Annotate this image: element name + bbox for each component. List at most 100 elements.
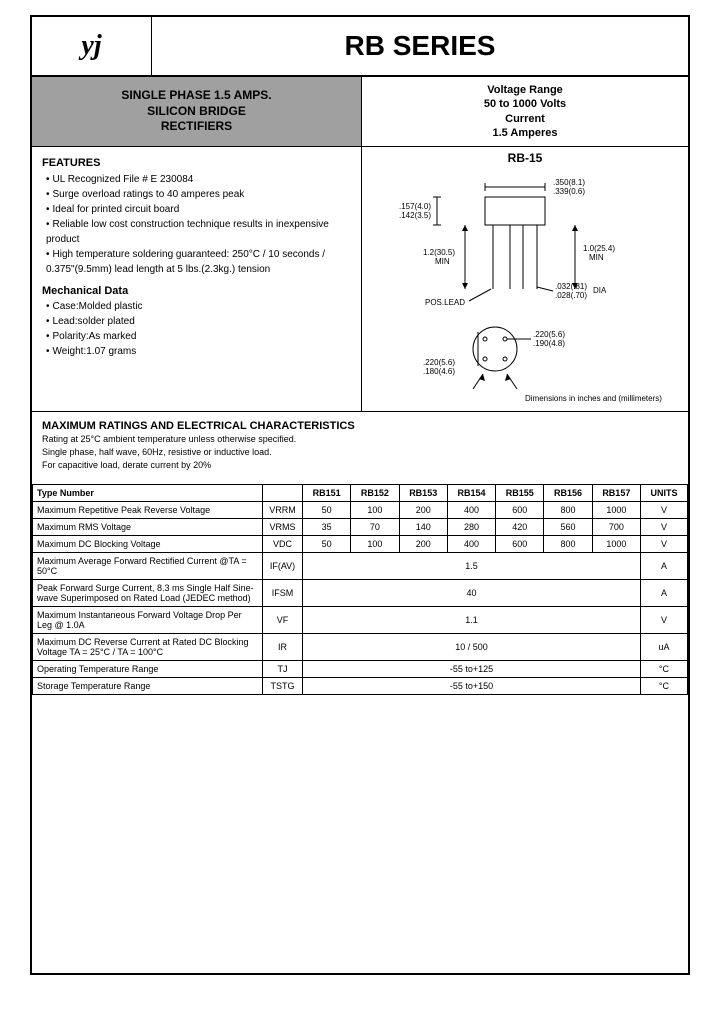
- mech-item: Lead:solder plated: [46, 314, 351, 329]
- series-title: RB SERIES: [345, 30, 496, 62]
- mech-list: Case:Molded plastic Lead:solder plated P…: [42, 299, 351, 359]
- symbol-cell: VRMS: [263, 519, 303, 536]
- col-rb151: RB151: [303, 485, 351, 502]
- unit-cell: °C: [640, 661, 687, 678]
- dim1b: .339(0.6): [553, 187, 585, 196]
- symbol-cell: VF: [263, 607, 303, 634]
- symbol-cell: TJ: [263, 661, 303, 678]
- dim4b: MIN: [589, 253, 604, 262]
- unit-cell: V: [640, 519, 687, 536]
- symbol-cell: VDC: [263, 536, 303, 553]
- col-units: UNITS: [640, 485, 687, 502]
- subtitle-line1: SINGLE PHASE 1.5 AMPS.: [121, 88, 271, 104]
- param-cell: Operating Temperature Range: [33, 661, 263, 678]
- dim3: 1.2(30.5): [423, 248, 455, 257]
- value-cell: 50: [303, 502, 351, 519]
- dim7: .220(5.6): [423, 358, 455, 367]
- dim1: .350(8.1): [553, 178, 585, 187]
- feature-item: High temperature soldering guaranteed: 2…: [46, 247, 351, 277]
- mech-item: Weight:1.07 grams: [46, 344, 351, 359]
- value-cell: 70: [351, 519, 399, 536]
- unit-cell: V: [640, 607, 687, 634]
- voltage-range-cell: Voltage Range 50 to 1000 Volts Current 1…: [362, 77, 688, 146]
- diagram-title: RB-15: [362, 147, 688, 169]
- mech-item: Polarity:As marked: [46, 329, 351, 344]
- subtitle-cell: SINGLE PHASE 1.5 AMPS. SILICON BRIDGE RE…: [32, 77, 362, 146]
- ratings-header: MAXIMUM RATINGS AND ELECTRICAL CHARACTER…: [32, 412, 688, 478]
- col-rb154: RB154: [447, 485, 495, 502]
- value-cell: 600: [496, 502, 544, 519]
- unit-cell: V: [640, 536, 687, 553]
- ratings-note1: Rating at 25°C ambient temperature unles…: [42, 434, 678, 445]
- vrange-l1: Voltage Range: [487, 83, 563, 97]
- feature-item: Reliable low cost construction technique…: [46, 217, 351, 247]
- table-row: Maximum Repetitive Peak Reverse VoltageV…: [33, 502, 688, 519]
- table-row: Peak Forward Surge Current, 8.3 ms Singl…: [33, 580, 688, 607]
- value-cell: 1000: [592, 536, 640, 553]
- value-cell: 700: [592, 519, 640, 536]
- value-cell: 280: [447, 519, 495, 536]
- dim5: .032(.81): [555, 282, 587, 291]
- datasheet-page: yj RB SERIES SINGLE PHASE 1.5 AMPS. SILI…: [0, 0, 720, 1012]
- param-cell: Maximum Repetitive Peak Reverse Voltage: [33, 502, 263, 519]
- param-cell: Storage Temperature Range: [33, 678, 263, 695]
- dim6b: .190(4.8): [533, 339, 565, 348]
- value-cell-span: 10 / 500: [303, 634, 641, 661]
- dim6: .220(5.6): [533, 330, 565, 339]
- dim5b: .028(.70): [555, 291, 587, 300]
- table-body: Maximum Repetitive Peak Reverse VoltageV…: [33, 502, 688, 695]
- symbol-cell: VRRM: [263, 502, 303, 519]
- spec-table: Type Number RB151 RB152 RB153 RB154 RB15…: [32, 484, 688, 695]
- param-cell: Maximum Instantaneous Forward Voltage Dr…: [33, 607, 263, 634]
- mech-item: Case:Molded plastic: [46, 299, 351, 314]
- value-cell: 100: [351, 536, 399, 553]
- logo-cell: yj: [32, 17, 152, 75]
- col-rb155: RB155: [496, 485, 544, 502]
- param-cell: Peak Forward Surge Current, 8.3 ms Singl…: [33, 580, 263, 607]
- features-list: UL Recognized File # E 230084 Surge over…: [42, 172, 351, 277]
- subtitle-line2: SILICON BRIDGE: [147, 104, 246, 120]
- value-cell-span: 1.1: [303, 607, 641, 634]
- unit-cell: A: [640, 553, 687, 580]
- value-cell: 200: [399, 536, 447, 553]
- table-row: Maximum Average Forward Rectified Curren…: [33, 553, 688, 580]
- col-rb152: RB152: [351, 485, 399, 502]
- unit-cell: °C: [640, 678, 687, 695]
- dim5c: DIA: [593, 286, 607, 295]
- param-cell: Maximum RMS Voltage: [33, 519, 263, 536]
- value-cell: 800: [544, 502, 592, 519]
- subtitle-line3: RECTIFIERS: [161, 119, 232, 135]
- feature-item: Surge overload ratings to 40 amperes pea…: [46, 187, 351, 202]
- subtitle-row: SINGLE PHASE 1.5 AMPS. SILICON BRIDGE RE…: [32, 77, 688, 147]
- diagram-cell: RB-15 .350(8.1) .339(0.6): [362, 147, 688, 411]
- dim3b: MIN: [435, 257, 450, 266]
- unit-cell: uA: [640, 634, 687, 661]
- dim4: 1.0(25.4): [583, 244, 615, 253]
- feature-item: UL Recognized File # E 230084: [46, 172, 351, 187]
- features-cell: FEATURES UL Recognized File # E 230084 S…: [32, 147, 362, 411]
- page-border: yj RB SERIES SINGLE PHASE 1.5 AMPS. SILI…: [30, 15, 690, 975]
- mech-title: Mechanical Data: [42, 283, 351, 300]
- value-cell: 400: [447, 536, 495, 553]
- header-row: yj RB SERIES: [32, 17, 688, 77]
- col-rb157: RB157: [592, 485, 640, 502]
- symbol-cell: IFSM: [263, 580, 303, 607]
- ratings-title: MAXIMUM RATINGS AND ELECTRICAL CHARACTER…: [42, 420, 678, 432]
- col-sym: [263, 485, 303, 502]
- logo-text: yj: [81, 30, 101, 62]
- symbol-cell: IR: [263, 634, 303, 661]
- symbol-cell: TSTG: [263, 678, 303, 695]
- value-cell: 50: [303, 536, 351, 553]
- vrange-l3: Current: [505, 112, 545, 126]
- unit-cell: V: [640, 502, 687, 519]
- value-cell: 35: [303, 519, 351, 536]
- package-diagram: .350(8.1) .339(0.6) .157(4.0) .142(3.5) …: [362, 169, 688, 409]
- table-row: Maximum DC Reverse Current at Rated DC B…: [33, 634, 688, 661]
- value-cell-span: 1.5: [303, 553, 641, 580]
- features-title: FEATURES: [42, 155, 351, 172]
- value-cell-span: -55 to+125: [303, 661, 641, 678]
- pos-lead: POS.LEAD: [425, 298, 465, 307]
- value-cell: 140: [399, 519, 447, 536]
- value-cell: 1000: [592, 502, 640, 519]
- value-cell: 420: [496, 519, 544, 536]
